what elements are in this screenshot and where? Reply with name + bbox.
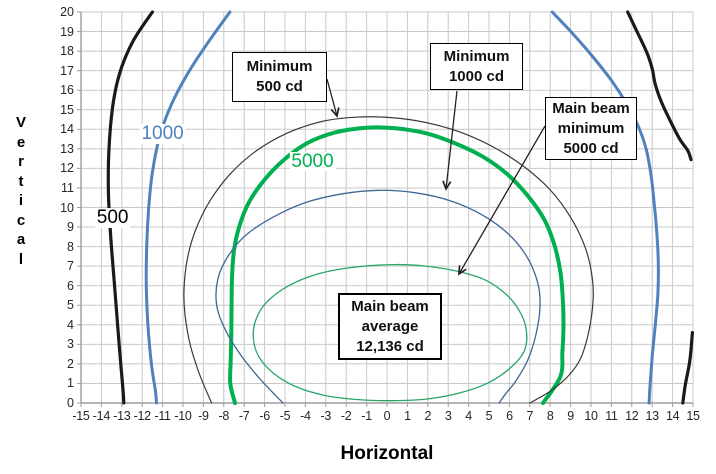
x-tick-label: 11 (605, 409, 618, 423)
y-tick-label: 14 (60, 122, 74, 137)
y-tick-label: 3 (67, 337, 74, 352)
contour-label-1000: 1000 (139, 123, 186, 145)
y-tick-label: 19 (60, 24, 74, 39)
callout-line: Minimum (443, 47, 510, 65)
contour-measured-1000-left (144, 10, 232, 405)
x-tick-label: 1 (404, 409, 411, 423)
y-axis-title-letter: a (16, 231, 26, 248)
x-tick-label: 3 (444, 409, 452, 423)
y-tick-label: 10 (60, 200, 74, 215)
x-tick-label: -1 (361, 409, 372, 423)
callout-line: Minimum (246, 58, 313, 75)
contour-label-500: 500 (94, 207, 131, 229)
x-tick-label: -7 (238, 409, 250, 423)
y-axis-title-letter: c (16, 211, 26, 229)
x-tick-label: 2 (424, 409, 432, 423)
x-tick-label: 12 (625, 409, 639, 423)
contour-measured-500-right-upper (626, 10, 693, 162)
contour-measured-500-left (106, 10, 154, 405)
y-tick-label: 12 (60, 161, 74, 176)
x-tick-label: 6 (506, 409, 513, 423)
callout-arrows (326, 78, 546, 274)
y-tick-label: 9 (67, 220, 74, 235)
callout-line: 500 cd (256, 78, 303, 95)
x-tick-label: -4 (300, 409, 311, 423)
x-tick-label: -5 (279, 409, 291, 423)
contour-lines (106, 10, 694, 405)
callout-line: Main beam (351, 297, 429, 315)
x-tick-label: -15 (72, 409, 90, 423)
x-tick-label: 7 (526, 409, 534, 423)
contour-measured-5000 (228, 125, 566, 405)
y-tick-label: 0 (67, 396, 74, 410)
y-tick-label: 16 (60, 83, 74, 98)
y-axis-title-letter: V (15, 114, 26, 131)
x-tick-label: 5 (485, 409, 493, 423)
x-tick-label: 9 (567, 409, 574, 423)
axes-lines (77, 11, 694, 407)
y-tick-label: 7 (67, 259, 74, 274)
callout-line: 5000 cd (563, 139, 619, 157)
x-tick-label: 15 (686, 409, 700, 423)
x-tick-label: -14 (92, 409, 110, 423)
x-tick-label: -12 (133, 409, 151, 423)
x-tick-label: 14 (665, 409, 680, 423)
x-tick-label: 13 (645, 409, 660, 423)
x-tick-label: 4 (465, 409, 472, 423)
callout-line: average (361, 317, 419, 335)
x-tick-label: -11 (154, 409, 171, 423)
callout-minimum-500: Minimum 500 cd (232, 52, 327, 102)
contour-main-beam-zone (252, 263, 528, 402)
x-tick-label: -13 (113, 409, 131, 423)
callout-minimum-1000: Minimum 1000 cd (430, 43, 523, 90)
x-tick-label: 8 (546, 409, 554, 423)
contour-measured-500-right-lower (681, 331, 694, 405)
y-tick-label: 17 (60, 63, 74, 78)
x-tick-label: -3 (320, 409, 332, 423)
x-tick-label: -2 (340, 409, 352, 423)
callout-main-beam-average: Main beam average 12,136 cd (338, 293, 442, 360)
callout-main-beam-minimum: Main beam minimum 5000 cd (545, 97, 637, 160)
contour-label-5000: 5000 (289, 150, 336, 172)
x-tick-label: 10 (584, 409, 598, 423)
x-tick-label: -10 (174, 409, 192, 423)
y-tick-label: 11 (61, 180, 74, 195)
x-tick-label: -9 (198, 409, 209, 423)
callout-minimum-1000-arrow (446, 90, 458, 189)
y-axis-title-letter: l (18, 250, 24, 268)
y-tick-label: 20 (60, 5, 74, 19)
contour-measured-1000-right (550, 10, 660, 405)
y-tick-label: 1 (67, 376, 74, 391)
contour-min-500-zone (183, 116, 594, 404)
y-tick-label: 5 (67, 298, 74, 313)
y-axis-title-letter: i (18, 192, 24, 209)
y-axis-title-letter: e (16, 133, 26, 151)
x-tick-label: -6 (259, 409, 270, 423)
y-axis-title-letter: t (18, 172, 24, 190)
y-tick-label: 2 (67, 356, 74, 371)
callout-line: minimum (557, 119, 625, 137)
y-tick-label: 15 (60, 102, 74, 117)
contour-min-1000-zone (215, 189, 541, 404)
callout-line: 1000 cd (448, 67, 505, 85)
y-tick-label: 6 (67, 278, 74, 293)
callout-line: Main beam (552, 99, 630, 117)
callout-line: 12,136 cd (356, 337, 424, 355)
y-tick-label: 18 (60, 44, 74, 59)
y-axis-title-letter: r (18, 153, 24, 170)
x-tick-label: 0 (383, 409, 391, 423)
y-tick-label: 13 (60, 141, 74, 156)
callout-minimum-500-arrow (326, 78, 337, 116)
x-axis-title: Horizontal (340, 443, 434, 464)
x-tick-label: -8 (218, 409, 230, 423)
y-tick-label: 8 (67, 239, 74, 254)
y-tick-label: 4 (67, 317, 74, 332)
callout-main-beam-minimum-arrow (459, 125, 546, 274)
